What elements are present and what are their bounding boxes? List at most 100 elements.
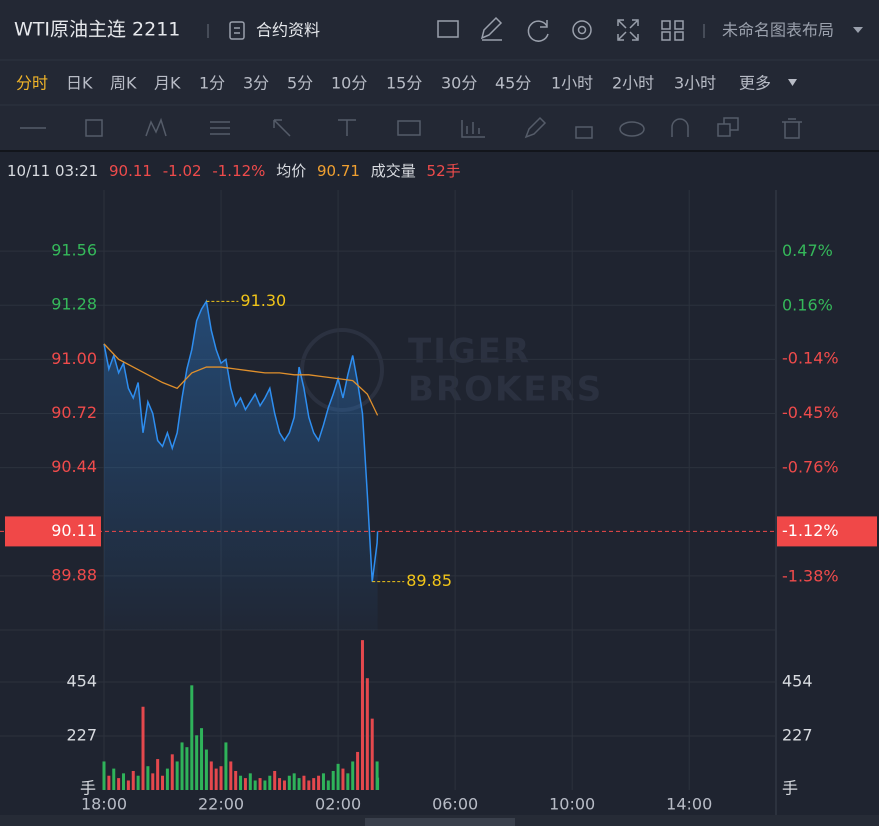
dropdown-arrow (853, 27, 863, 33)
y2-tick-label: -0.14% (782, 348, 839, 367)
tool-icon[interactable] (671, 118, 689, 137)
y2-tick-label: 0.16% (782, 295, 833, 314)
price-area (104, 301, 378, 630)
y-tick-label: 91.28 (51, 295, 97, 314)
volume-tick-label: 227 (782, 726, 813, 745)
period-tab[interactable]: 15分 (386, 74, 422, 93)
y-tick-label: 91.56 (51, 241, 97, 260)
edit-icon[interactable] (480, 16, 503, 41)
last-price-label: 90.11 (51, 521, 97, 540)
fullscreen-icon[interactable] (617, 19, 639, 41)
contract-info: 合约资料 (256, 21, 320, 40)
period-tab[interactable]: 45分 (495, 74, 531, 93)
y-tick-label: 89.88 (51, 565, 97, 584)
volume-bar (224, 742, 228, 790)
price-line (103, 299, 379, 582)
period-tab[interactable]: 5分 (287, 74, 313, 93)
volume-bar (326, 780, 330, 790)
volume-tick-label: 227 (66, 726, 97, 745)
period-tab[interactable]: 10分 (331, 74, 367, 93)
extreme-label: 89.85 (406, 571, 452, 590)
layout-icon[interactable] (661, 20, 684, 41)
volume-bar (102, 761, 106, 790)
volume-bar (170, 754, 174, 790)
average-line (103, 343, 379, 416)
quote-price: 90.11 (109, 162, 152, 180)
volume-bar (243, 778, 247, 790)
quote-time: 10/11 03:21 (7, 162, 98, 180)
volume-bar (312, 778, 316, 790)
volume-bar (131, 770, 135, 790)
period-tab[interactable]: 分时 (16, 74, 48, 93)
period-tab[interactable]: 2小时 (612, 74, 654, 93)
volume-bar (161, 775, 165, 790)
period-tab[interactable]: 周K (110, 74, 137, 93)
period-tab[interactable]: 30分 (441, 74, 477, 93)
volume-bar (375, 761, 379, 790)
period-tab[interactable]: 月K (154, 74, 181, 93)
avg-price: 90.71 (317, 162, 360, 180)
x-tick-label: 22:00 (198, 795, 244, 814)
volume-bar (190, 685, 194, 790)
tool-icon[interactable] (461, 120, 485, 138)
volume-bar (341, 768, 345, 790)
period-tab[interactable]: 日K (66, 74, 93, 93)
y-tick-label: 90.44 (51, 457, 97, 476)
volume-bar (248, 773, 252, 790)
settings-icon[interactable] (572, 20, 592, 40)
tool-icon[interactable] (85, 119, 103, 137)
volume-bar (234, 770, 238, 790)
volume-bar (195, 735, 199, 790)
period-tab[interactable]: 1小时 (551, 74, 593, 93)
scroll-thumb[interactable] (365, 818, 515, 826)
last-pct-label: -1.12% (782, 521, 839, 540)
volume-bar (346, 773, 350, 790)
tool-icon[interactable] (338, 119, 356, 136)
volume-bar (219, 766, 223, 790)
volume-bar (307, 780, 311, 790)
volume-bar (175, 761, 179, 790)
volume-bar (273, 770, 277, 790)
volume-bar (165, 768, 169, 790)
layout-name[interactable]: 未命名图表布局 (722, 21, 834, 40)
y2-tick-label: -1.38% (782, 567, 839, 586)
volume-bar (156, 759, 160, 790)
volume-bar (117, 778, 121, 790)
tool-icon[interactable] (145, 117, 167, 137)
tool-icon[interactable] (273, 119, 291, 137)
contract-info-button[interactable]: 合约资料 (229, 21, 320, 40)
chart-icon[interactable] (437, 20, 459, 38)
drawing-tools (20, 116, 802, 139)
volume-bar (376, 777, 380, 790)
volume-bar (253, 780, 257, 790)
quote-change: -1.02 (163, 162, 202, 180)
tool-icon[interactable] (524, 116, 547, 139)
volume-tick-label: 454 (782, 672, 813, 691)
volume-bar (258, 778, 262, 790)
period-tab[interactable]: 3小时 (674, 74, 716, 93)
y-tick-label: 90.72 (51, 403, 97, 422)
period-tab[interactable]: 1分 (199, 74, 225, 93)
tool-icon[interactable] (210, 121, 230, 135)
y-tick-label: 91.00 (51, 349, 97, 368)
volume-bar (278, 778, 282, 790)
period-tab[interactable]: 更多 (739, 74, 771, 93)
tool-icon[interactable] (619, 121, 645, 137)
doc-icon (229, 21, 245, 40)
volume-bar (336, 763, 340, 790)
header-icons (437, 16, 705, 42)
volume-bar (351, 761, 355, 790)
tool-icon[interactable] (397, 120, 421, 136)
tool-icon[interactable] (782, 118, 802, 139)
period-tab[interactable]: 3分 (243, 74, 269, 93)
y2-tick-label: -0.76% (782, 457, 839, 476)
tool-icon[interactable] (717, 117, 739, 137)
period-bar (0, 60, 879, 105)
volume-bar (126, 780, 130, 790)
volume-bar (287, 775, 291, 790)
volume-bar (365, 678, 369, 790)
extreme-label: 91.30 (240, 291, 286, 310)
volume-bar (122, 773, 126, 790)
refresh-icon[interactable] (527, 20, 549, 42)
tool-icon[interactable] (575, 126, 593, 139)
